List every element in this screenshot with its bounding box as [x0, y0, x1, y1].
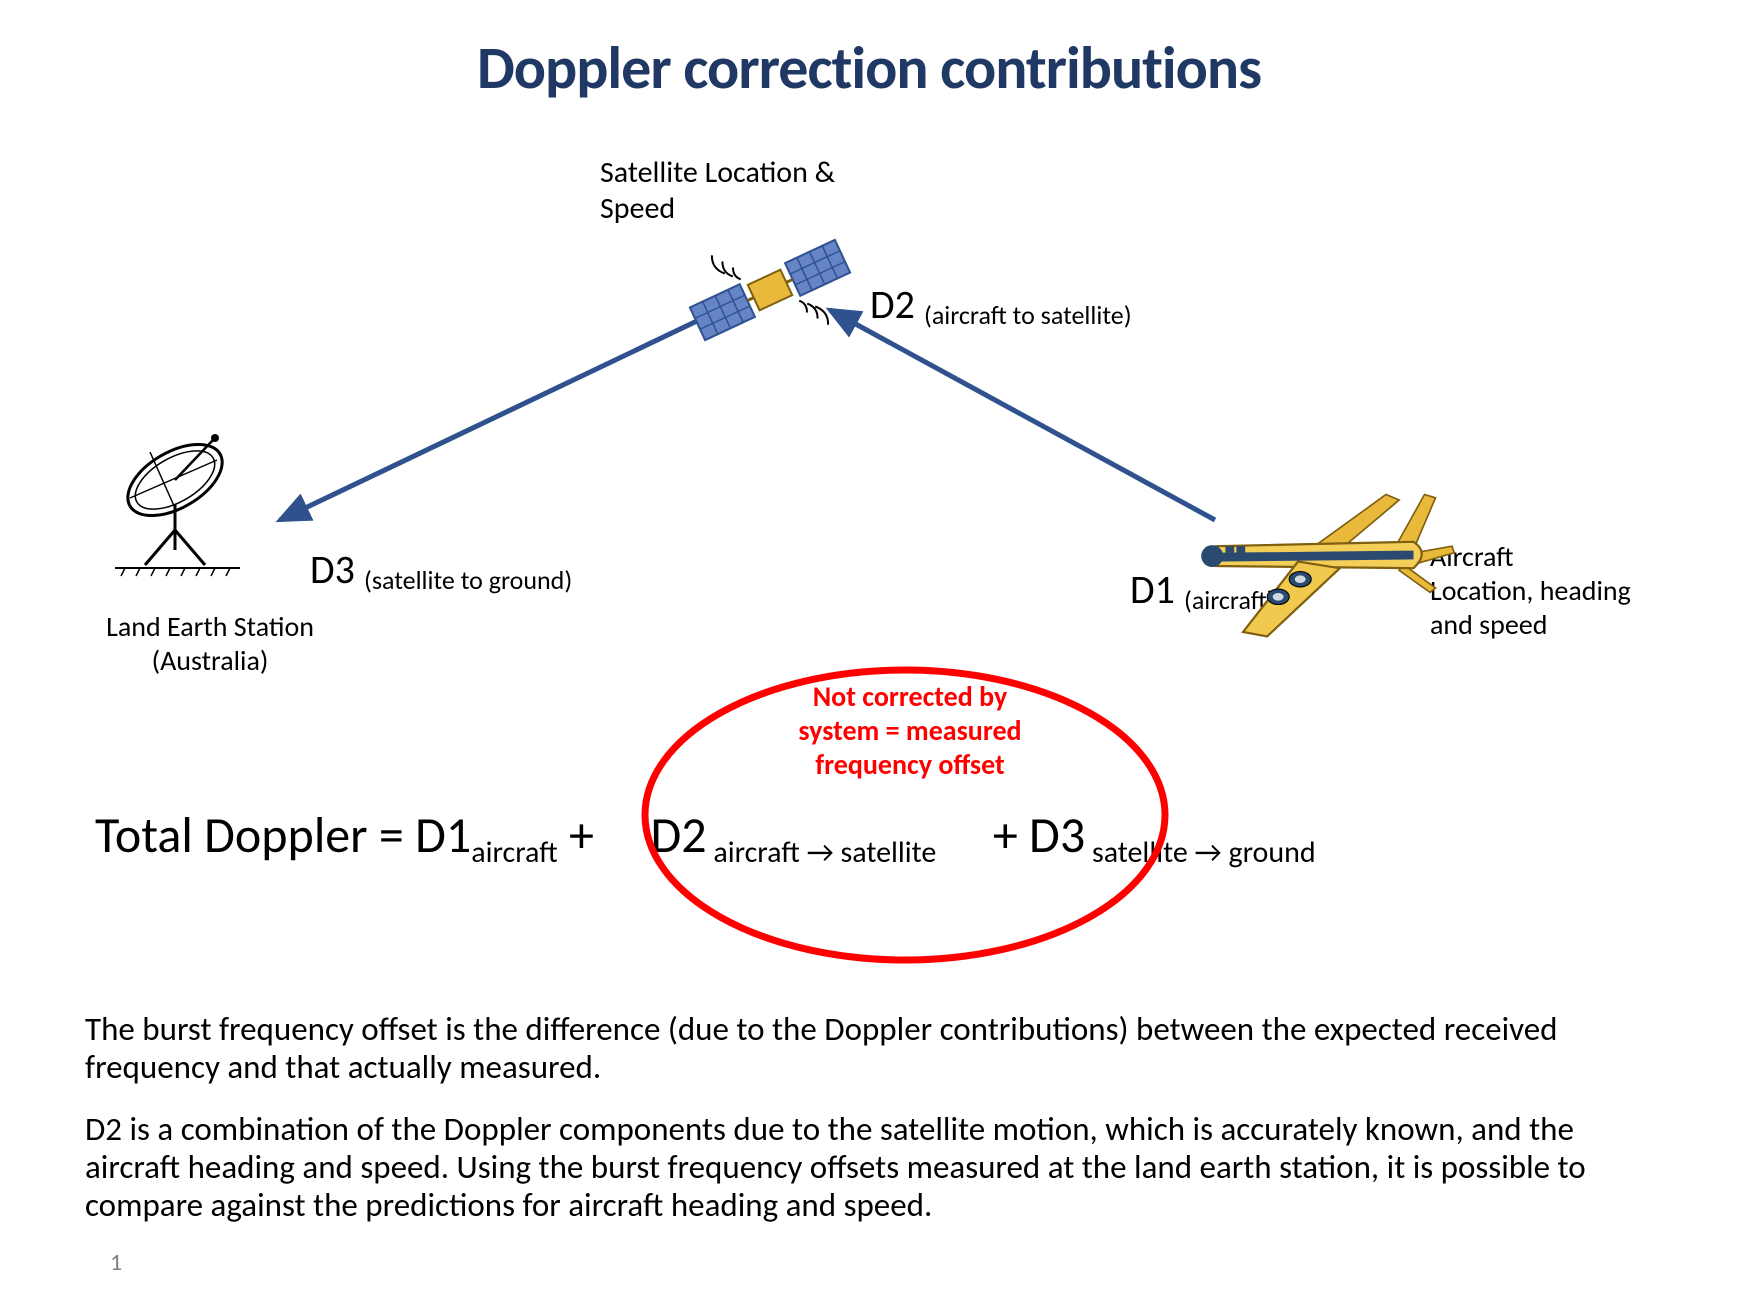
- d3-label: D3 (satellite to ground): [310, 545, 572, 594]
- d2-tag: D2: [870, 280, 915, 329]
- arrow-d3: [280, 310, 720, 520]
- d1-sub: (aircraft): [1184, 584, 1275, 616]
- total-doppler-formula: Total Doppler = D1aircraft + D2 aircraft…: [95, 805, 1316, 866]
- callout-line1: Not corrected by: [813, 679, 1008, 714]
- ground-station-label: Land Earth Station (Australia): [80, 610, 340, 678]
- slide: Doppler correction contributions Satelli…: [0, 0, 1738, 1302]
- d1-label: D1 (aircraft): [1130, 565, 1275, 614]
- formula-sub1: aircraft: [471, 834, 557, 871]
- d3-tag: D3: [310, 545, 355, 594]
- satellite-icon: [674, 205, 866, 374]
- satellite-label: Satellite Location & Speed: [600, 155, 835, 227]
- formula-plus2: + D3: [982, 805, 1086, 866]
- aircraft-line2: Location, heading: [1430, 573, 1631, 608]
- callout-text: Not corrected by system = measured frequ…: [770, 680, 1050, 782]
- arrow-d2: [830, 310, 1215, 520]
- formula-sub3: satellite → ground: [1085, 834, 1316, 871]
- formula-plus1: +: [558, 805, 606, 866]
- aircraft-line1: Aircraft: [1430, 539, 1514, 574]
- ground-station-line1: Land Earth Station: [106, 609, 314, 644]
- page-number: 1: [110, 1248, 122, 1277]
- callout-line2: system = measured: [798, 713, 1021, 748]
- formula-lead: Total Doppler = D1: [95, 805, 471, 866]
- formula-sub2: aircraft → satellite: [707, 834, 937, 871]
- satellite-label-text: Satellite Location & Speed: [600, 154, 835, 227]
- paragraph-2: D2 is a combination of the Doppler compo…: [85, 1110, 1675, 1224]
- callout-line3: frequency offset: [815, 747, 1004, 782]
- d2-label: D2 (aircraft to satellite): [870, 280, 1132, 329]
- slide-title: Doppler correction contributions: [0, 32, 1738, 105]
- aircraft-label: Aircraft Location, heading and speed: [1430, 540, 1690, 642]
- d1-tag: D1: [1130, 565, 1175, 614]
- aircraft-line3: and speed: [1430, 607, 1547, 642]
- ground-station-icon: [115, 430, 240, 576]
- ground-station-line2: (Australia): [152, 643, 269, 678]
- d3-sub: (satellite to ground): [364, 564, 572, 596]
- paragraph-1: The burst frequency offset is the differ…: [85, 1010, 1675, 1086]
- d2-sub: (aircraft to satellite): [924, 299, 1132, 331]
- formula-d2: D2: [650, 805, 706, 866]
